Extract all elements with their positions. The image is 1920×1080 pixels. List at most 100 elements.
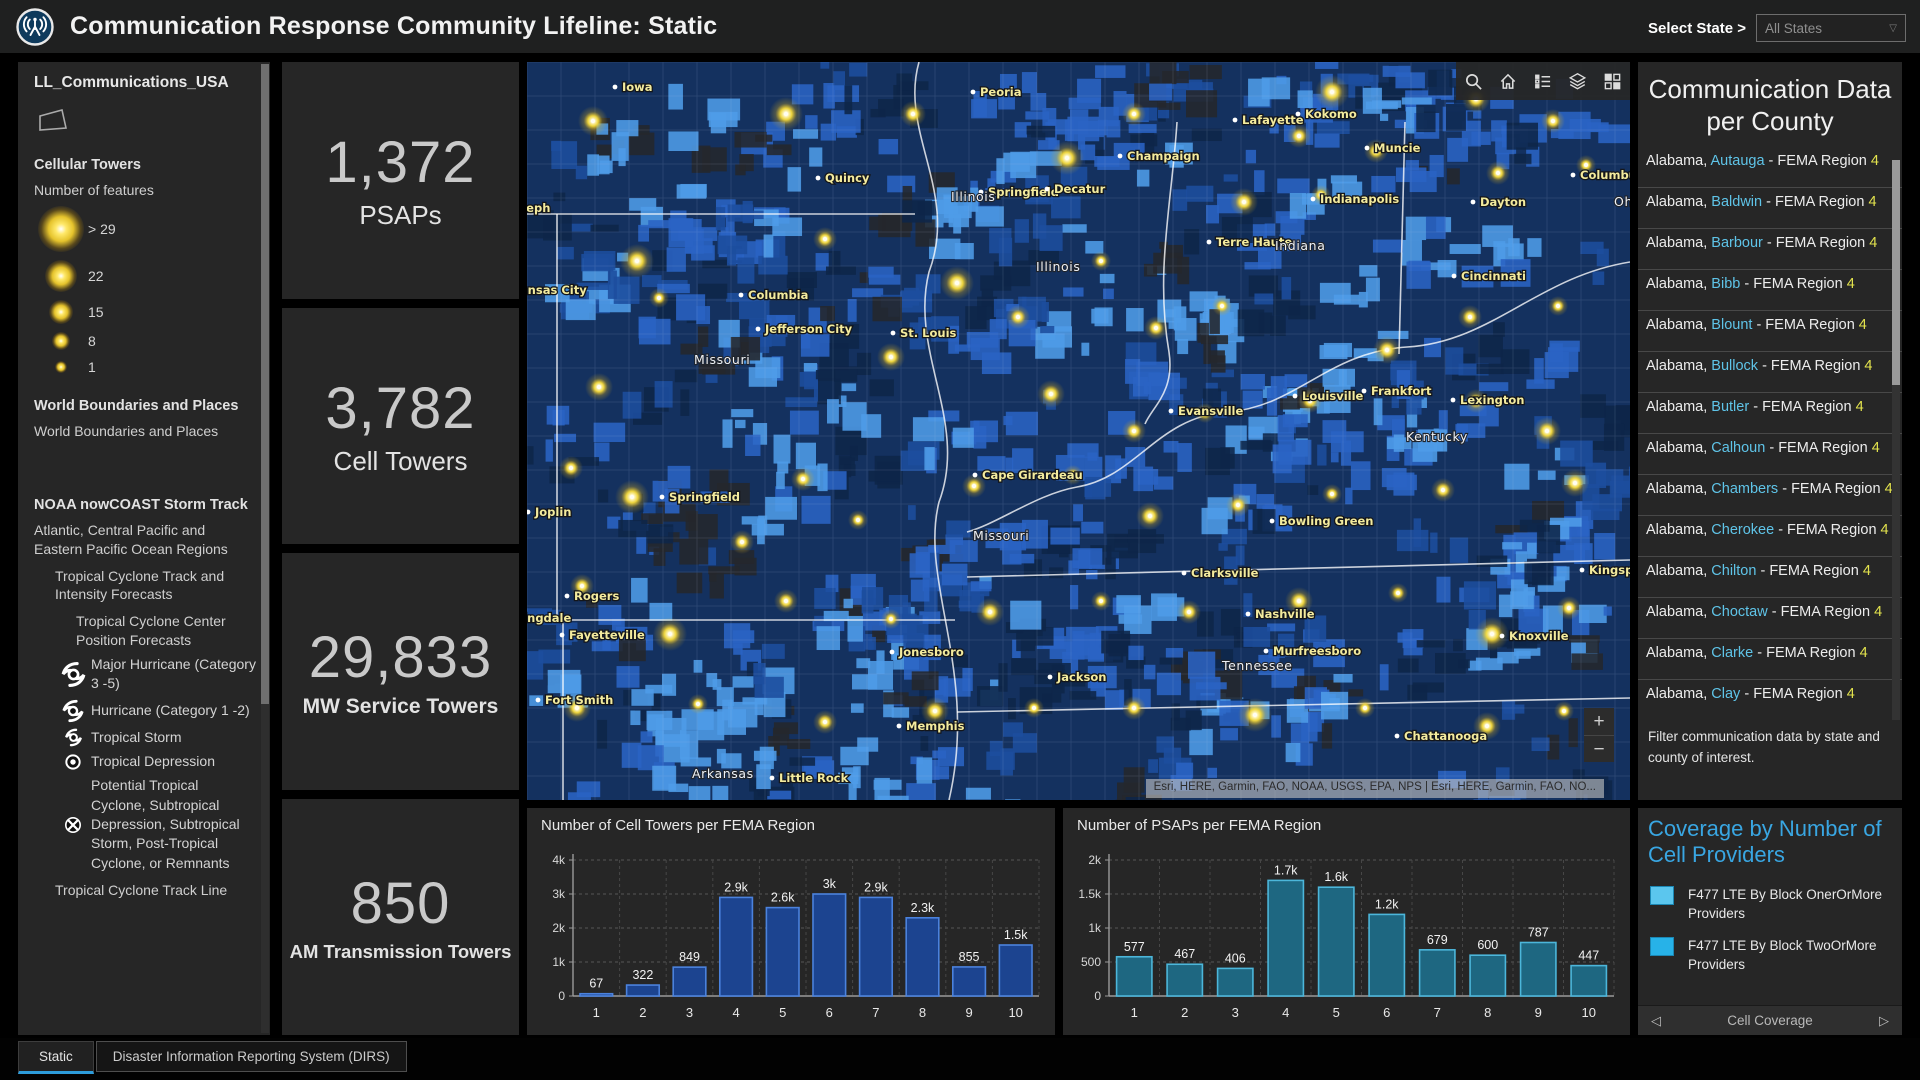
map-zoom-control: + − <box>1584 708 1614 762</box>
svg-text:600: 600 <box>1477 938 1498 952</box>
county-row[interactable]: Alabama, Autauga - FEMA Region 4 <box>1638 147 1902 189</box>
county-row[interactable]: Alabama, Clarke - FEMA Region 4 <box>1638 639 1902 681</box>
county-row[interactable]: Alabama, Choctaw - FEMA Region 4 <box>1638 598 1902 640</box>
svg-text:Illinois: Illinois <box>951 189 995 204</box>
county-scrollbar-track[interactable] <box>1892 160 1900 720</box>
legend-list-icon[interactable] <box>1528 66 1558 96</box>
svg-text:322: 322 <box>632 968 653 982</box>
svg-text:500: 500 <box>1081 955 1101 969</box>
svg-text:Missouri: Missouri <box>694 352 750 367</box>
tower-glow-dot <box>49 299 73 324</box>
svg-text:1k: 1k <box>1088 921 1102 935</box>
cell-providers-panel: Coverage by Number of Cell Providers F47… <box>1638 808 1902 1035</box>
legend-scrollbar-thumb[interactable] <box>261 64 269 704</box>
svg-text:Louisville: Louisville <box>1302 389 1364 403</box>
potential-tropical-cyclone-icon <box>55 816 91 834</box>
basemap-grid-icon[interactable] <box>1598 66 1628 96</box>
svg-text:1.6k: 1.6k <box>1324 870 1348 884</box>
svg-text:6: 6 <box>1383 1005 1390 1020</box>
svg-text:0: 0 <box>558 989 565 1003</box>
coverage-map[interactable]: Iowa Peoria Kokomo Muncie Lafayette Champaign… <box>527 62 1630 800</box>
cell-providers-legend: F477 LTE By Block OnerOrMore Providers F4… <box>1638 871 1902 975</box>
svg-text:406: 406 <box>1225 951 1246 965</box>
legend-item: Tropical Cyclone Track and Intensity For… <box>55 567 225 603</box>
svg-text:Quincy: Quincy <box>825 171 870 185</box>
county-data-panel[interactable]: Communication Data per County Alabama, A… <box>1638 62 1902 800</box>
county-row[interactable]: Alabama, Barbour - FEMA Region 4 <box>1638 229 1902 271</box>
svg-text:Little Rock: Little Rock <box>779 771 849 785</box>
svg-text:Jackson: Jackson <box>1056 670 1106 684</box>
stat-label: Cell Towers <box>333 445 468 476</box>
svg-text:2k: 2k <box>552 921 566 935</box>
stat-value: 3,782 <box>325 375 476 441</box>
psaps-chart-panel: Number of PSAPs per FEMA Region 0 500 1k 1.… <box>1063 808 1630 1035</box>
zoom-in-button[interactable]: + <box>1584 708 1614 735</box>
county-row[interactable]: Alabama, Clay - FEMA Region 4 <box>1638 680 1902 719</box>
county-row[interactable]: Alabama, Calhoun - FEMA Region 4 <box>1638 434 1902 476</box>
map-canvas[interactable]: Iowa Peoria Kokomo Muncie Lafayette Champaign… <box>527 62 1630 800</box>
county-row[interactable]: Alabama, Butler - FEMA Region 4 <box>1638 393 1902 435</box>
provider-swatch <box>1650 885 1674 905</box>
county-panel-footer: Filter communication data by state and c… <box>1648 729 1880 765</box>
legend-item: Number of features <box>34 182 154 198</box>
svg-text:Dayton: Dayton <box>1480 195 1526 209</box>
legend-item: Cellular Towers <box>34 157 141 173</box>
svg-text:Springdale: Springdale <box>527 611 571 625</box>
legend-items: Cellular Towers Number of features > 29 22 1… <box>34 106 256 900</box>
panel-pager: ◁ Cell Coverage ▷ <box>1638 1005 1902 1035</box>
county-row[interactable]: Alabama, Chilton - FEMA Region 4 <box>1638 557 1902 599</box>
stat-value: 1,372 <box>325 130 476 196</box>
svg-text:2.9k: 2.9k <box>864 880 888 894</box>
tower-glow-dot <box>52 331 70 350</box>
state-dropdown[interactable]: All States ▽ <box>1756 14 1906 42</box>
search-icon[interactable] <box>1458 66 1488 96</box>
polygon-outline-icon <box>36 106 256 139</box>
svg-text:Indianapolis: Indianapolis <box>1320 192 1399 206</box>
svg-text:67: 67 <box>589 977 603 991</box>
pager-next-icon[interactable]: ▷ <box>1879 1012 1889 1028</box>
legend-item: NOAA nowCOAST Storm Track <box>34 496 248 513</box>
tab-disaster-information-reporting-system-dirs[interactable]: Disaster Information Reporting System (D… <box>95 1041 407 1072</box>
svg-text:1.7k: 1.7k <box>1274 863 1298 877</box>
legend-item: World Boundaries and Places <box>34 397 239 414</box>
svg-text:2.3k: 2.3k <box>911 901 935 915</box>
layers-icon[interactable] <box>1563 66 1593 96</box>
legend-item: 1 <box>34 354 256 380</box>
county-row[interactable]: Alabama, Chambers - FEMA Region 4 <box>1638 475 1902 517</box>
county-row[interactable]: Alabama, Bibb - FEMA Region 4 <box>1638 270 1902 312</box>
county-row[interactable]: Alabama, Blount - FEMA Region 4 <box>1638 311 1902 353</box>
stat-value: 29,833 <box>308 624 493 690</box>
zoom-out-button[interactable]: − <box>1584 735 1614 762</box>
svg-text:St. Joseph: St. Joseph <box>527 201 550 215</box>
legend-item: 15 <box>34 296 256 328</box>
hurricane-icon <box>55 699 91 723</box>
select-state-label: Select State > <box>1648 19 1746 37</box>
cell-providers-title: Coverage by Number of Cell Providers <box>1648 816 1882 868</box>
svg-text:Rogers: Rogers <box>574 589 619 603</box>
county-scrollbar-thumb[interactable] <box>1892 160 1900 385</box>
legend-dot-label: > 29 <box>88 220 116 237</box>
stat-cards-column: 1,372 PSAPs 3,782 Cell Towers 29,833 MW Servi… <box>282 62 519 1035</box>
home-icon[interactable] <box>1493 66 1523 96</box>
pager-prev-icon[interactable]: ◁ <box>1651 1012 1661 1028</box>
tab-static[interactable]: Static <box>18 1041 94 1074</box>
svg-text:Columbus: Columbus <box>1580 168 1630 182</box>
chevron-down-icon: ▽ <box>1889 22 1897 34</box>
svg-text:3: 3 <box>1232 1005 1239 1020</box>
tower-glow-dot <box>55 360 67 373</box>
psaps-bar-chart: 0 500 1k 1.5k 2k 577 1 467 2 406 3 1.7k 4 1.6k 5 1.2k 6 6… <box>1078 853 1615 1020</box>
county-row[interactable]: Alabama, Cherokee - FEMA Region 4 <box>1638 516 1902 558</box>
svg-text:Lexington: Lexington <box>1460 393 1525 407</box>
svg-text:Columbia: Columbia <box>748 288 808 302</box>
county-row[interactable]: Alabama, Bullock - FEMA Region 4 <box>1638 352 1902 394</box>
svg-text:10: 10 <box>1008 1005 1022 1020</box>
svg-text:4k: 4k <box>552 853 566 867</box>
stat-card: 29,833 MW Service Towers <box>282 553 519 790</box>
svg-text:9: 9 <box>965 1005 972 1020</box>
svg-text:Kentucky: Kentucky <box>1406 429 1468 444</box>
legend-panel[interactable]: LL_Communications_USA Cellular Towers Num… <box>18 62 270 1035</box>
svg-text:2.6k: 2.6k <box>771 891 795 905</box>
county-row[interactable]: Alabama, Baldwin - FEMA Region 4 <box>1638 188 1902 230</box>
map-attribution: Esri, HERE, Garmin, FAO, NOAA, USGS, EPA… <box>1145 779 1604 798</box>
